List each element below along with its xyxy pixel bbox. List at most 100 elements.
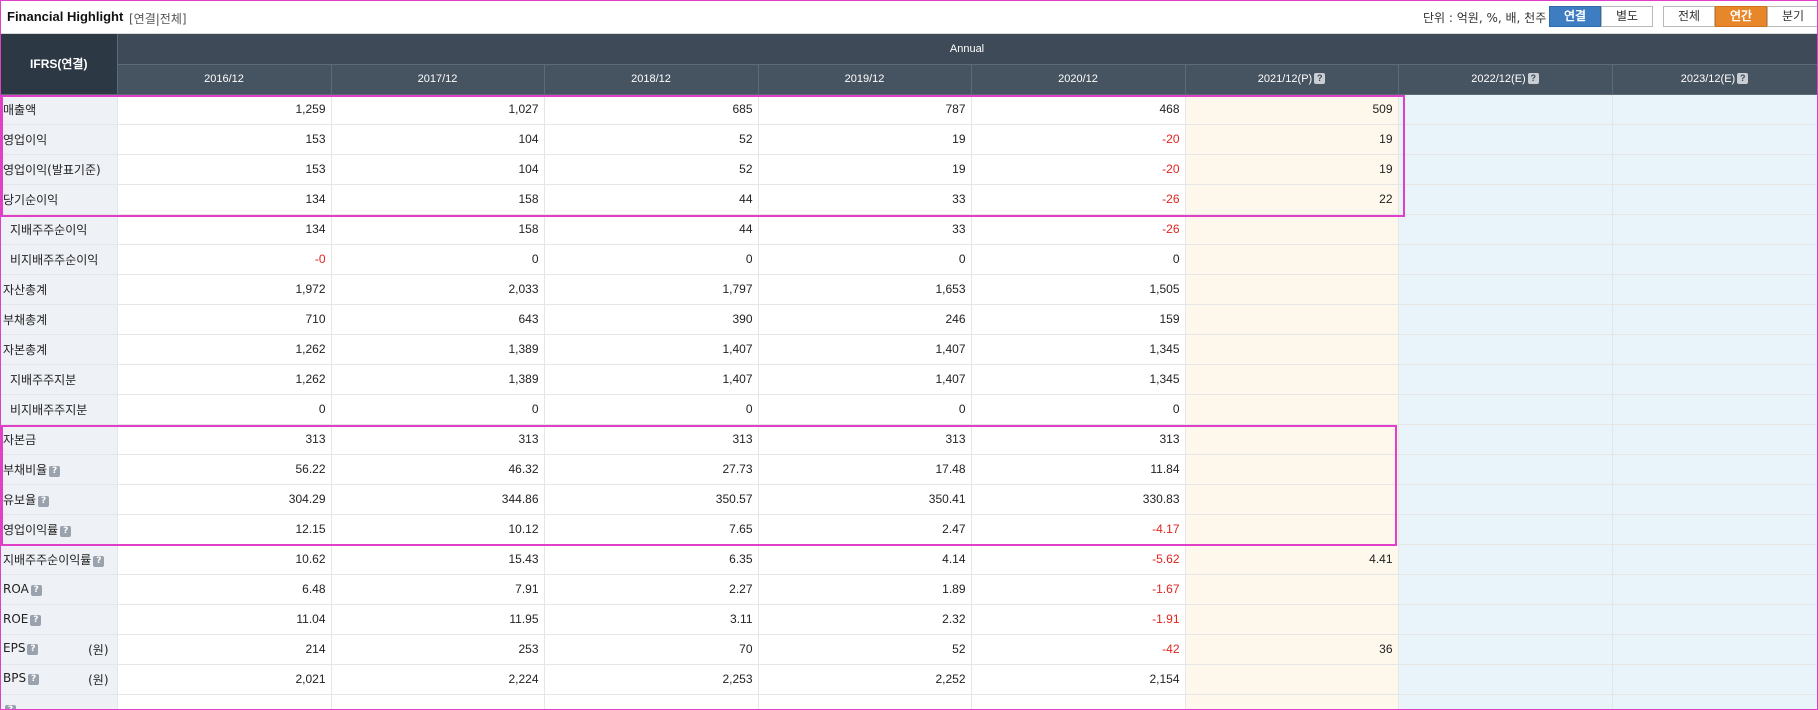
row-label: 부채총계	[1, 304, 118, 335]
table-cell: 33	[758, 214, 972, 245]
table-cell: 0	[331, 394, 545, 425]
table-cell: 0	[544, 394, 759, 425]
help-icon[interactable]: ?	[28, 673, 40, 685]
row-label-text: 유보율	[3, 492, 37, 507]
table-row: 비지배주주지분 0 0 0 0 0	[1, 394, 1817, 425]
help-icon[interactable]: ?	[49, 465, 61, 477]
table-cell: 52	[758, 634, 972, 665]
help-icon[interactable]: ?	[1737, 73, 1749, 84]
table-cell	[1185, 274, 1399, 305]
table-cell	[1185, 334, 1399, 365]
table-row: 자본총계 1,262 1,389 1,407 1,407 1,345	[1, 334, 1817, 365]
table-cell: 0	[758, 394, 972, 425]
table-cell: 1,389	[331, 364, 545, 395]
row-label-text: 부채총계	[3, 312, 48, 327]
table-cell: 2,033	[331, 274, 545, 305]
year-header-4: 2020/12	[971, 64, 1186, 95]
table-cell	[1185, 244, 1399, 275]
row-label: ROE?	[1, 604, 118, 635]
table-cell	[1612, 424, 1817, 455]
help-icon[interactable]: ?	[27, 643, 39, 655]
table-cell: -42	[971, 634, 1186, 665]
row-label-text: 비지배주주지분	[10, 402, 88, 417]
table-row: 영업이익(발표기준) 153 104 52 19 -20 19	[1, 154, 1817, 185]
table-cell: 6.48	[117, 574, 332, 605]
table-cell: 1,389	[331, 334, 545, 365]
table-cell: 70	[544, 634, 759, 665]
table-row: 매출액 1,259 1,027 685 787 468 509	[1, 94, 1817, 125]
help-icon[interactable]: ?	[1314, 73, 1326, 84]
row-label-text: 영업이익(발표기준)	[3, 162, 101, 177]
table-cell	[1398, 514, 1613, 545]
table-cell: 153	[117, 124, 332, 155]
table-cell	[1612, 604, 1817, 635]
row-label: 비지배주주순이익	[1, 244, 118, 275]
row-label-text: ROE	[3, 612, 29, 626]
row-label-text: 영업이익	[3, 132, 48, 147]
table-cell: 4.14	[758, 544, 972, 575]
table-cell: 1,407	[758, 364, 972, 395]
table-cell	[1185, 664, 1399, 695]
year-label: 2016/12	[204, 73, 244, 85]
year-label: 2018/12	[631, 73, 671, 85]
table-cell	[1612, 334, 1817, 365]
help-icon[interactable]: ?	[5, 705, 16, 709]
panel-header: Financial Highlight [연결|전체] 단위 : 억원, %, …	[1, 1, 1817, 34]
table-cell: 304.29	[117, 484, 332, 515]
table-cell	[1185, 604, 1399, 635]
row-label: 당기순이익	[1, 184, 118, 215]
help-icon[interactable]: ?	[30, 615, 42, 626]
table-cell	[1185, 514, 1399, 545]
help-icon[interactable]: ?	[60, 525, 72, 537]
help-icon[interactable]: ?	[30, 585, 42, 596]
table-cell: 2,021	[117, 664, 332, 695]
table-cell: 1,972	[117, 274, 332, 305]
table-cell: 313	[758, 424, 972, 455]
year-header-3: 2019/12	[758, 64, 972, 95]
help-icon[interactable]: ?	[93, 555, 105, 567]
table-cell: 0	[117, 394, 332, 425]
table-cell: 158	[331, 184, 545, 215]
table-cell: 1,407	[758, 334, 972, 365]
table-cell: -26	[971, 184, 1186, 215]
table-cell: 134	[117, 214, 332, 245]
help-icon[interactable]: ?	[1527, 73, 1539, 84]
table-cell: 1.89	[758, 574, 972, 605]
scope-consolidated-button[interactable]: 연결	[1549, 6, 1601, 27]
table-cell: 350.57	[544, 484, 759, 515]
table-row: 지배주주순이익률? 10.62 15.43 6.35 4.14 -5.62 4.41	[1, 544, 1817, 575]
period-annual-button[interactable]: 연간	[1715, 6, 1767, 27]
table-cell	[1612, 484, 1817, 515]
table-cell: 52	[544, 154, 759, 185]
table-cell: 44	[544, 214, 759, 245]
table-row: 당기순이익 134 158 44 33 -26 22	[1, 184, 1817, 215]
table-cell: 0	[971, 394, 1186, 425]
table-cell: -20	[971, 124, 1186, 155]
row-label: 비지배주주지분	[1, 394, 118, 425]
table-cell	[1612, 184, 1817, 215]
table-cell	[1398, 544, 1613, 575]
table-cell: 313	[331, 424, 545, 455]
table-row: 자산총계 1,972 2,033 1,797 1,653 1,505	[1, 274, 1817, 305]
row-label: 자산총계	[1, 274, 118, 305]
table-row: 부채비율? 56.22 46.32 27.73 17.48 11.84	[1, 454, 1817, 485]
table-row: 자본금 313 313 313 313 313	[1, 424, 1817, 455]
table-cell	[758, 694, 972, 709]
year-label: 2017/12	[417, 73, 458, 85]
table-cell: 214	[117, 634, 332, 665]
table-cell: 344.86	[331, 484, 545, 515]
table-cell	[1398, 484, 1613, 515]
table-cell: 2,224	[331, 664, 545, 695]
table-cell: 330.83	[971, 484, 1186, 515]
period-all-button[interactable]: 전체	[1663, 6, 1715, 27]
table-cell	[1398, 454, 1613, 485]
table-cell	[1398, 214, 1613, 245]
table-cell: 313	[117, 424, 332, 455]
table-cell	[1398, 124, 1613, 155]
table-cell: 0	[971, 244, 1186, 275]
scope-toggle: 연결 별도	[1549, 6, 1653, 27]
help-icon[interactable]: ?	[38, 495, 50, 507]
period-quarter-button[interactable]: 분기	[1767, 6, 1817, 27]
row-label-text: 영업이익률	[3, 522, 59, 537]
scope-separate-button[interactable]: 별도	[1601, 6, 1653, 27]
